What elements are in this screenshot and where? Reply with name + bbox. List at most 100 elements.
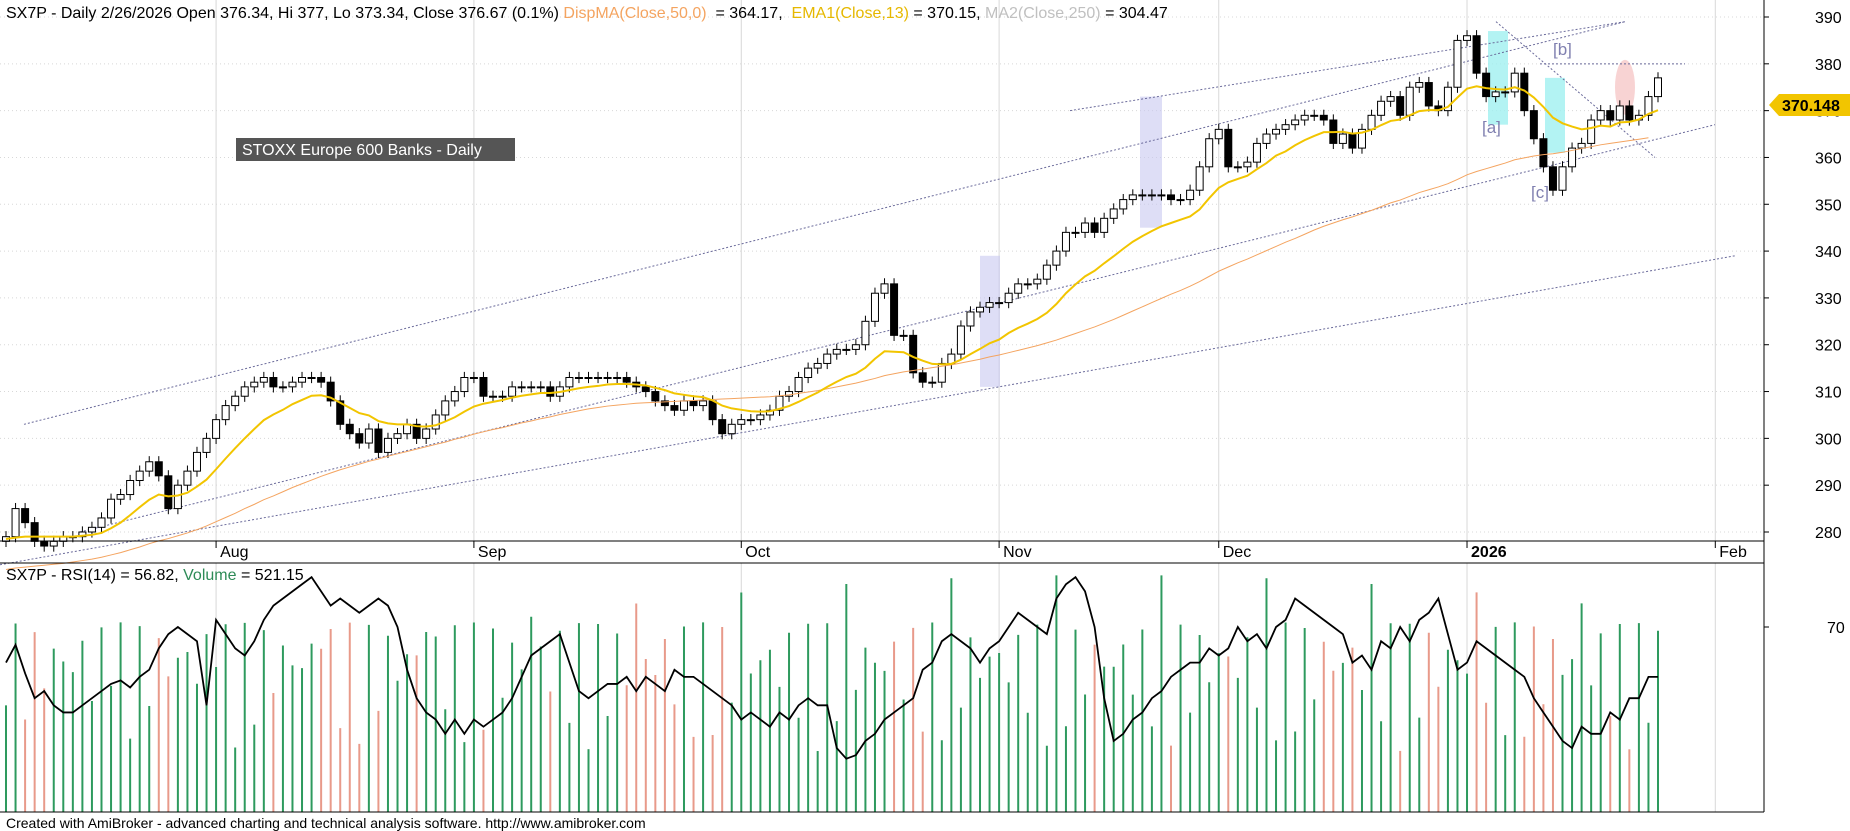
volume-bars (5, 575, 1659, 812)
candle-body (355, 433, 364, 444)
candle-body (1233, 166, 1242, 169)
candle-body (1176, 199, 1185, 202)
candle-body (1272, 128, 1281, 135)
candle-body (1491, 91, 1500, 98)
candle-body (804, 367, 813, 378)
candle-body (154, 461, 163, 477)
candle-body (288, 381, 297, 388)
y-tick-label: 300 (1815, 431, 1842, 448)
candle-body (517, 386, 526, 389)
highlight-zone (1140, 96, 1162, 228)
price-tag (1769, 94, 1850, 116)
y-tick-label: 310 (1815, 385, 1842, 402)
ema-label: EMA1(Close,13) (792, 5, 909, 22)
candle-body (1205, 138, 1214, 168)
y-tick-label: 320 (1815, 338, 1842, 355)
candle-body (870, 292, 879, 322)
candle-body (107, 498, 116, 519)
candle-body (976, 306, 985, 313)
trendlines (0, 21, 1736, 566)
candle-body (708, 400, 717, 421)
candle-body (842, 348, 851, 351)
disp-ma-value: = 364.17, (711, 5, 787, 22)
footer-text: Created with AmiBroker - advanced charti… (6, 815, 646, 831)
channel-lower (0, 255, 1736, 566)
candle-body (298, 377, 307, 383)
candle-body (145, 461, 154, 472)
candle-body (1453, 39, 1462, 88)
candle-body (1004, 292, 1013, 304)
candle-body (1195, 166, 1204, 191)
channel-mid (79, 124, 1716, 533)
candle-body (1319, 114, 1328, 121)
x-tick-label: 2026 (1471, 544, 1507, 561)
candle-body (727, 423, 736, 435)
candle-body (1357, 128, 1366, 149)
candle-body (231, 395, 240, 407)
candle-body (1377, 100, 1386, 116)
candle-body (594, 377, 603, 379)
volume-label: Volume (183, 567, 236, 584)
chart-title: STOXX Europe 600 Banks - Daily (242, 142, 482, 159)
candle-body (278, 386, 287, 389)
candle-body (460, 377, 469, 393)
candle-body (1081, 222, 1090, 233)
candle-body (212, 419, 221, 439)
y-tick-label: 380 (1815, 57, 1842, 74)
candle-body (928, 381, 937, 384)
candle-body (1596, 110, 1605, 121)
candle-body (1281, 124, 1290, 130)
wave-label-b: [b] (1553, 40, 1572, 59)
candle-body (97, 517, 106, 528)
candle-body (536, 386, 545, 389)
header: SX7P - Daily 2/26/2026 Open 376.34, Hi 3… (6, 5, 1168, 22)
candle-body (87, 526, 96, 533)
ma2-value: = 304.47 (1105, 5, 1168, 22)
disp-ma-label: DispMA(Close,50,0) (563, 5, 706, 22)
candle-body (11, 508, 20, 538)
candle-body (1014, 283, 1023, 294)
candle-body (1443, 86, 1452, 112)
candle-body (1090, 222, 1099, 233)
candle-body (574, 377, 583, 379)
candle-body (1415, 82, 1424, 88)
candle-body (1338, 133, 1347, 144)
candle-body (489, 395, 498, 398)
rsi-label: SX7P - RSI(14) = 56.82, (6, 567, 183, 584)
candle-body (1100, 217, 1109, 233)
candle-body (192, 451, 201, 472)
candle-body (613, 377, 622, 379)
candle-body (1529, 110, 1538, 140)
candle-body (269, 377, 278, 388)
candle-body (1166, 194, 1175, 201)
lower-header: SX7P - RSI(14) = 56.82, Volume = 521.15 (6, 567, 304, 584)
candle-body (1138, 194, 1147, 197)
header-prefix: SX7P - Daily 2/26/2026 Open 376.34, Hi 3… (6, 5, 559, 22)
candle-body (565, 377, 574, 388)
candle-body (126, 480, 135, 496)
candle-body (364, 428, 373, 444)
ma2-label: MA2(Close,250) (985, 5, 1101, 22)
candle-body (412, 423, 421, 439)
candle-body (1654, 77, 1662, 98)
candle-body (718, 419, 727, 435)
candle-body (1615, 105, 1624, 121)
candle-body (374, 428, 383, 453)
candle-body (1033, 278, 1042, 285)
highlight-zone (1488, 31, 1508, 125)
candle-body (1109, 208, 1118, 219)
candle-body (1539, 138, 1548, 168)
rsi-line-path (5, 575, 1658, 760)
candle-body (813, 362, 822, 369)
y-tick-label: 290 (1815, 478, 1842, 495)
candle-body (909, 334, 918, 374)
candle-body (259, 377, 268, 383)
volume-value: = 521.15 (241, 567, 304, 584)
candle-body (1214, 128, 1223, 140)
candle-body (880, 283, 889, 294)
candle-body (317, 377, 326, 383)
candle-body (966, 311, 975, 327)
candle-body (985, 302, 994, 308)
candle-body (1548, 166, 1557, 191)
candle-body (794, 377, 803, 393)
